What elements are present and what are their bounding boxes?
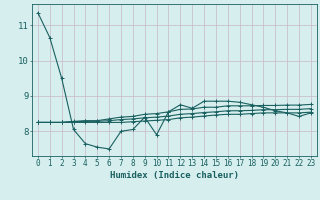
X-axis label: Humidex (Indice chaleur): Humidex (Indice chaleur)	[110, 171, 239, 180]
